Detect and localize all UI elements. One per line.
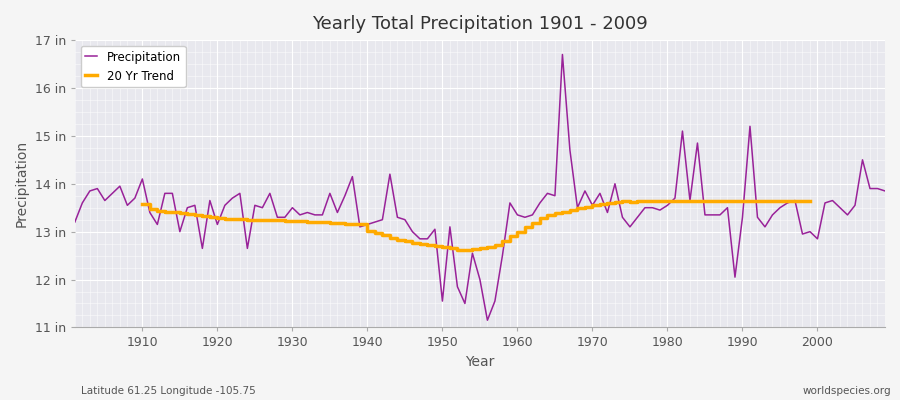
Line: 20 Yr Trend: 20 Yr Trend <box>142 202 810 250</box>
Precipitation <box>294 212 305 217</box>
Precipitation <box>339 193 350 198</box>
X-axis label: Year: Year <box>465 355 495 369</box>
Line: Precipitation: Precipitation <box>75 54 885 320</box>
Precipitation <box>879 188 890 193</box>
Y-axis label: Precipitation: Precipitation <box>15 140 29 227</box>
Legend: Precipitation, 20 Yr Trend: Precipitation, 20 Yr Trend <box>81 46 185 87</box>
20 Yr Trend <box>227 217 238 222</box>
20 Yr Trend <box>617 199 628 204</box>
Precipitation <box>512 212 523 217</box>
Precipitation <box>557 52 568 57</box>
20 Yr Trend <box>137 202 148 206</box>
Text: worldspecies.org: worldspecies.org <box>803 386 891 396</box>
Precipitation <box>519 215 530 220</box>
20 Yr Trend <box>789 199 800 204</box>
20 Yr Trend <box>452 248 463 252</box>
20 Yr Trend <box>805 199 815 204</box>
20 Yr Trend <box>609 200 620 204</box>
Precipitation <box>482 318 493 323</box>
20 Yr Trend <box>339 221 350 226</box>
Precipitation <box>130 196 140 200</box>
Precipitation <box>617 215 628 220</box>
Precipitation <box>69 220 80 224</box>
20 Yr Trend <box>722 199 733 204</box>
20 Yr Trend <box>707 199 718 204</box>
Text: Latitude 61.25 Longitude -105.75: Latitude 61.25 Longitude -105.75 <box>81 386 256 396</box>
Title: Yearly Total Precipitation 1901 - 2009: Yearly Total Precipitation 1901 - 2009 <box>312 15 648 33</box>
